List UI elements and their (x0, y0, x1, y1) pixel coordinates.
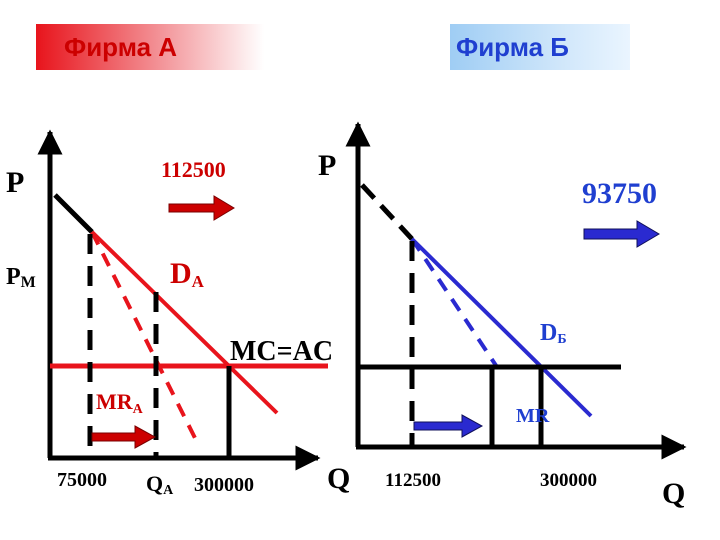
firm-b-q2-label: 300000 (540, 470, 597, 491)
firm-b-q1-label: 112500 (385, 470, 441, 491)
firm-a-q3-label: 300000 (194, 474, 254, 496)
firm-a-q1-label: 75000 (57, 469, 107, 491)
firm-a-title: Фирма А (64, 32, 178, 62)
firm-b-demand-line (410, 237, 593, 418)
firm-b-graph: P 93750 DБ MR 112500 300000 Q (318, 121, 687, 510)
firm-a-profit-arrow (168, 195, 235, 221)
firm-a-profit-value: 112500 (161, 157, 226, 182)
firm-a-quantity-arrow (91, 425, 157, 449)
firm-a-title-banner: Фирма А (36, 24, 264, 70)
firm-b-title: Фирма Б (456, 32, 569, 62)
firm-a-price-label: PМ (6, 264, 36, 291)
firm-b-mr-line (410, 237, 499, 369)
firm-a-graph: P 112500 PМ DА MC=AC MRА 75000 QА 300000… (6, 129, 350, 498)
firm-a-demand-label: DА (170, 257, 205, 291)
firm-b-profit-value: 93750 (582, 177, 657, 210)
firm-b-demand-upper (360, 183, 414, 241)
firm-a-qa-label: QА (146, 471, 174, 498)
firm-b-x-axis-label: Q (662, 477, 685, 510)
firm-b-demand-label: DБ (540, 320, 567, 347)
firm-b-profit-arrow (583, 220, 660, 248)
firm-b-mr-label: MR (516, 405, 550, 427)
firm-b-title-banner: Фирма Б (450, 24, 630, 70)
firm-a-cost-label: MC=AC (230, 336, 333, 367)
firm-a-x-axis-label: Q (327, 462, 350, 495)
firm-a-mr-label: MRА (96, 389, 144, 417)
firm-a-y-axis-label: P (6, 166, 24, 199)
firm-b-quantity-arrow (413, 414, 484, 438)
firm-a-demand-upper (53, 193, 94, 234)
firm-b-y-axis-label: P (318, 149, 336, 182)
firm-a-demand-line (90, 230, 279, 415)
